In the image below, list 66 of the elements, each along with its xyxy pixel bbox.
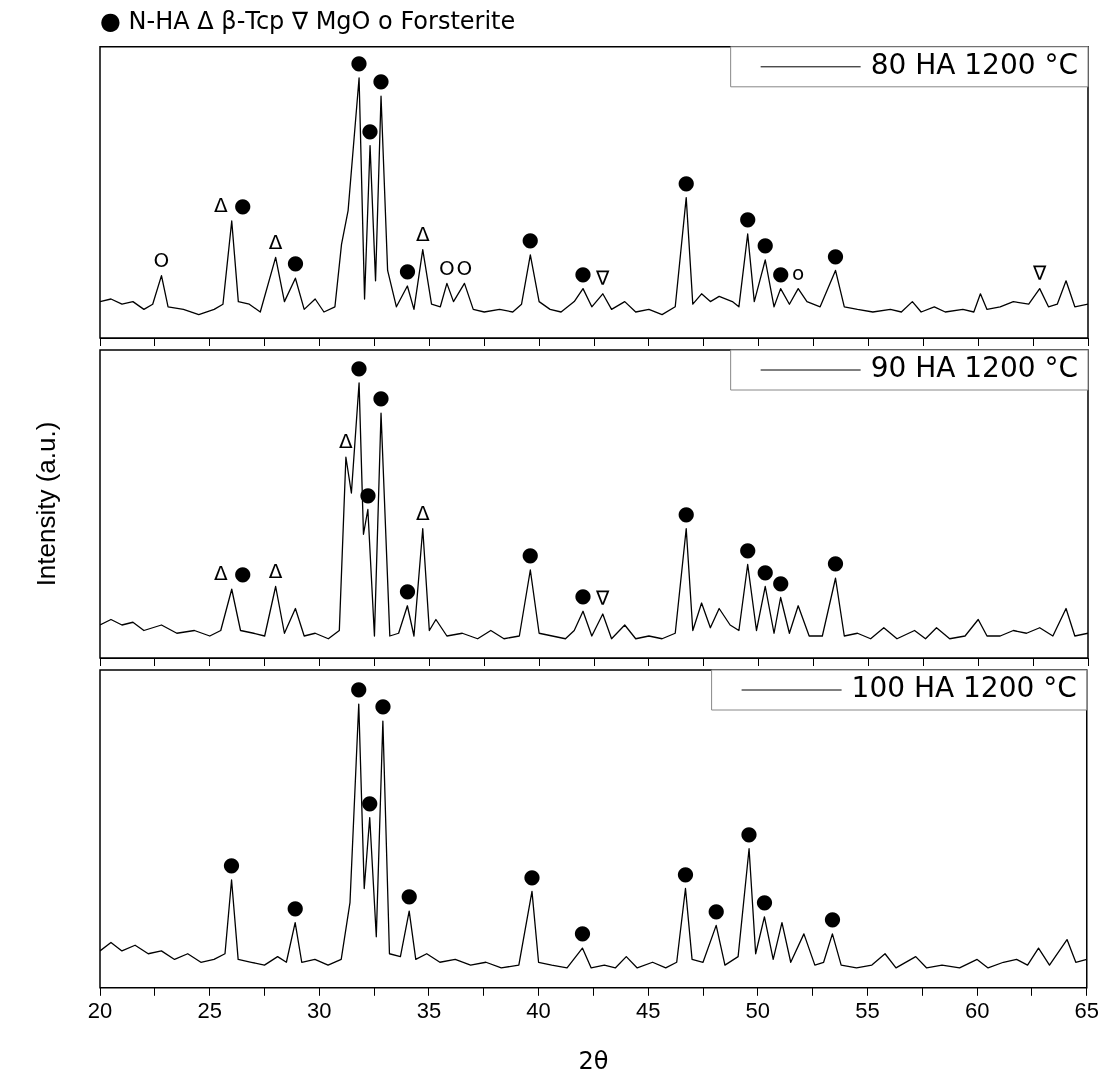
annotation: ● [374,693,392,718]
annotation: O [456,255,473,280]
annotation: ● [677,169,695,194]
x-tick-label: 35 [416,998,442,1024]
annotation: Δ [415,500,430,525]
annotation: ● [234,193,252,218]
x-tick-label: 25 [197,998,222,1024]
annotation: ● [521,542,540,567]
annotation: ● [286,894,304,919]
annotation: ● [756,558,774,583]
annotation: ● [286,250,305,275]
annotation: ● [677,500,695,525]
x-tick-label: 40 [526,998,551,1024]
annotation: ● [826,550,845,575]
annotation: ● [350,676,368,701]
annotation: ∇ [595,266,611,290]
annotation: ● [676,860,695,885]
annotation: ● [398,577,417,602]
y-axis-title: Intensity (a.u.) [31,421,62,587]
annotation: O [439,255,455,280]
annotation: ● [350,50,368,75]
annotation: ● [360,789,379,814]
annotation: O [153,247,170,272]
annotation: ● [826,242,845,267]
annotation: ● [756,232,774,257]
annotation: ● [222,852,241,877]
x-tick-label: 50 [745,998,771,1024]
annotation: ● [707,897,725,922]
x-tick-label: 20 [87,998,113,1024]
annotation: ● [400,883,418,908]
annotation: Δ [213,193,228,218]
annotation: Δ [268,558,283,583]
annotation: ● [573,920,592,945]
annotation: ● [574,583,592,608]
annotation: ● [755,889,774,914]
annotation: ● [771,260,790,285]
annotation: ● [372,385,390,410]
x-tick-label: 45 [635,998,661,1024]
legend-label: 80 HA 1200 °C [870,48,1079,82]
annotation: Δ [268,229,283,254]
chart-title: ● N-HA Δ β-Tcp ∇ MgO ο Forsterite [100,6,516,35]
annotation: ● [234,561,252,586]
annotation: Δ [339,429,354,454]
annotation: ● [361,117,379,142]
annotation: Δ [213,561,228,586]
annotation: ● [350,355,368,380]
x-tick-label: 55 [855,998,880,1024]
annotation: ● [738,206,757,231]
annotation: ● [740,820,758,845]
annotation: ● [372,68,390,93]
annotation: ∇ [595,586,611,611]
annotation: ● [523,863,541,888]
annotation: ● [738,536,757,561]
annotation: Δ [415,221,430,246]
annotation: ● [398,258,417,283]
legend-label: 90 HA 1200 °C [870,351,1079,385]
annotation: ● [823,906,842,931]
x-tick-label: 65 [1074,998,1100,1024]
annotation: ∇ [1032,260,1047,285]
x-tick-label: 60 [964,998,990,1024]
x-axis-title: 2θ [578,1046,609,1075]
x-tick-label: 30 [307,998,332,1024]
annotation: o [792,260,805,285]
legend-label: 100 HA 1200 °C [851,671,1077,705]
annotation: ● [521,227,540,251]
annotation: ● [574,260,592,285]
